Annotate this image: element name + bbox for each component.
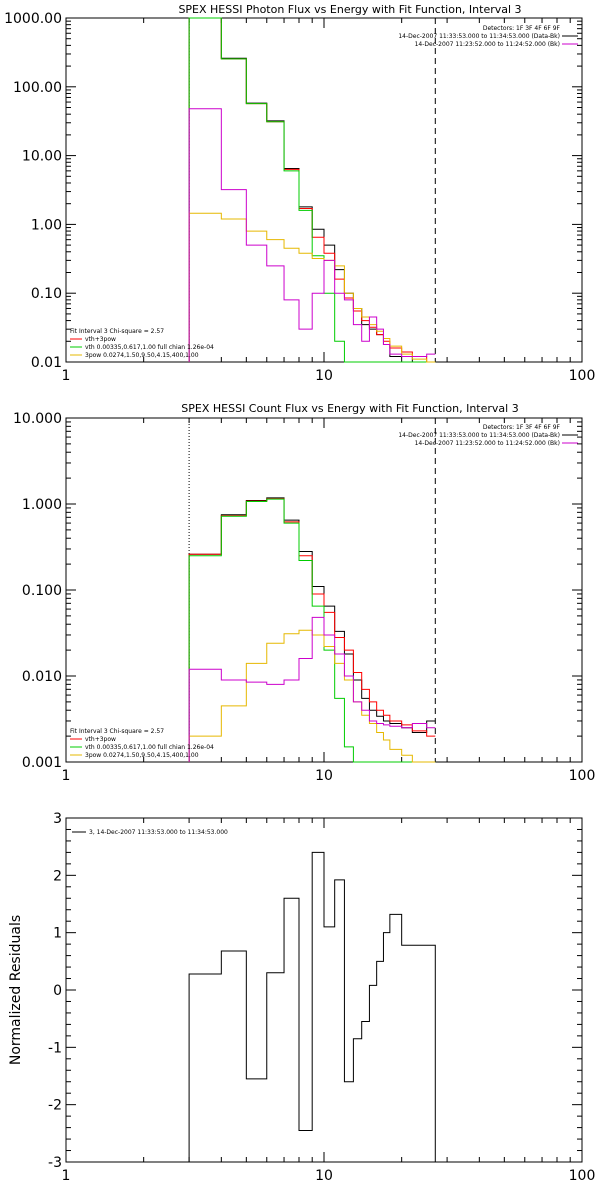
- residuals-legend: 3, 14-Dec-2007 11:33:53.000 to 11:34:53.…: [72, 829, 228, 836]
- x-tick-label: 100: [569, 1168, 596, 1184]
- x-tick-label: 10: [315, 368, 333, 384]
- y-tick-label: 3: [53, 811, 62, 827]
- count-flux-legend-vth: vth 0.00335,0.617,1.00 full chian 1.26e-…: [85, 744, 214, 751]
- count-flux-y-ticks: 0.001 0.010 0.100 1.000 10.000: [13, 411, 582, 771]
- x-tick-label: 1: [62, 1168, 71, 1184]
- x-tick-label: 10: [315, 1168, 333, 1184]
- y-tick-label: -3: [48, 1155, 62, 1171]
- count-flux-panel: SPEX HESSI Count Flux vs Energy with Fit…: [13, 402, 595, 784]
- photon-flux-legend-total: vth+3pow: [85, 336, 116, 343]
- y-tick-label: 0.100: [22, 583, 62, 599]
- x-tick-label: 100: [569, 768, 596, 784]
- photon-flux-title: SPEX HESSI Photon Flux vs Energy with Fi…: [178, 3, 521, 16]
- y-tick-label: 100.00: [13, 80, 62, 96]
- y-tick-label: 1.00: [31, 217, 62, 233]
- count-flux-legend-total: vth+3pow: [85, 736, 116, 743]
- series-bk-line: [188, 108, 436, 362]
- y-tick-label: 1.000: [22, 497, 62, 513]
- photon-flux-legend-heading: Fit Interval 3 Chi-square = 2.57: [70, 328, 164, 335]
- series-bk-line: [188, 616, 436, 762]
- count-flux-legend-heading: Fit Interval 3 Chi-square = 2.57: [70, 728, 164, 735]
- y-tick-label: 10.000: [13, 411, 62, 427]
- y-tick-label: -2: [48, 1098, 62, 1114]
- residuals-panel: -3 -2 -1 0 1 2 3 1 10 100 Normalized Residuals 3…: [8, 811, 595, 1184]
- y-tick-label: 1: [53, 926, 62, 942]
- photon-flux-series: [188, 17, 436, 363]
- y-tick-label: 0: [53, 983, 62, 999]
- photon-flux-detectors: Detectors: 1F 3F 4F 6F 9F: [483, 25, 561, 32]
- residuals-legend-label: 3, 14-Dec-2007 11:33:53.000 to 11:34:53.…: [89, 829, 228, 836]
- residuals-x-ticks: 1 10 100: [62, 818, 596, 1184]
- x-tick-label: 100: [569, 368, 596, 384]
- photon-flux-header: Detectors: 1F 3F 4F 6F 9F 14-Dec-2007 11…: [398, 25, 578, 48]
- x-tick-label: 1: [62, 768, 71, 784]
- photon-flux-x-ticks: 1 10 100: [62, 18, 596, 384]
- photon-flux-panel: SPEX HESSI Photon Flux vs Energy with Fi…: [4, 3, 595, 384]
- residuals-y-ticks: -3 -2 -1 0 1 2 3: [48, 811, 582, 1171]
- x-tick-label: 1: [62, 368, 71, 384]
- photon-flux-legend: Fit Interval 3 Chi-square = 2.57 vth+3po…: [70, 328, 214, 359]
- photon-flux-bk-interval: 14-Dec-2007 11:23:52.000 to 11:24:52.000…: [415, 41, 560, 48]
- series-residuals-line: [188, 851, 436, 1162]
- count-flux-legend: Fit Interval 3 Chi-square = 2.57 vth+3po…: [70, 728, 214, 759]
- y-tick-label: 0.001: [22, 755, 62, 771]
- count-flux-series: [188, 497, 436, 763]
- series-vth-line: [188, 498, 436, 763]
- y-tick-label: -1: [48, 1040, 62, 1056]
- count-flux-legend-3pow: 3pow 0.0274,1.50,9.50,4.15,400,1.00: [85, 752, 199, 759]
- y-tick-label: 0.10: [31, 286, 62, 302]
- y-tick-label: 0.010: [22, 669, 62, 685]
- count-flux-bk-interval: 14-Dec-2007 11:23:52.000 to 11:24:52.000…: [415, 440, 560, 447]
- count-flux-title: SPEX HESSI Count Flux vs Energy with Fit…: [181, 402, 518, 415]
- residuals-series: [188, 851, 436, 1162]
- y-tick-label: 1000.00: [4, 11, 62, 27]
- y-tick-label: 10.00: [22, 149, 62, 165]
- count-flux-data-interval: 14-Dec-2007 11:33:53.000 to 11:34:53.000…: [398, 432, 560, 439]
- photon-flux-y-ticks: 0.01 0.10 1.00 10.00 100.00 1000.00: [4, 11, 582, 371]
- y-tick-label: 0.01: [31, 355, 62, 371]
- photon-flux-legend-vth: vth 0.00335,0.617,1.00 full chian 1.26e-…: [85, 344, 214, 351]
- count-flux-detectors: Detectors: 1F 3F 4F 6F 9F: [483, 424, 561, 431]
- photon-flux-frame: [65, 17, 583, 363]
- count-flux-header: Detectors: 1F 3F 4F 6F 9F 14-Dec-2007 11…: [398, 424, 578, 447]
- residuals-y-label: Normalized Residuals: [8, 915, 24, 1065]
- y-tick-label: 2: [53, 868, 62, 884]
- x-tick-label: 10: [315, 768, 333, 784]
- photon-flux-data-interval: 14-Dec-2007 11:33:53.000 to 11:34:53.000…: [398, 33, 560, 40]
- photon-flux-legend-3pow: 3pow 0.0274,1.50,9.50,4.15,400,1.00: [85, 352, 199, 359]
